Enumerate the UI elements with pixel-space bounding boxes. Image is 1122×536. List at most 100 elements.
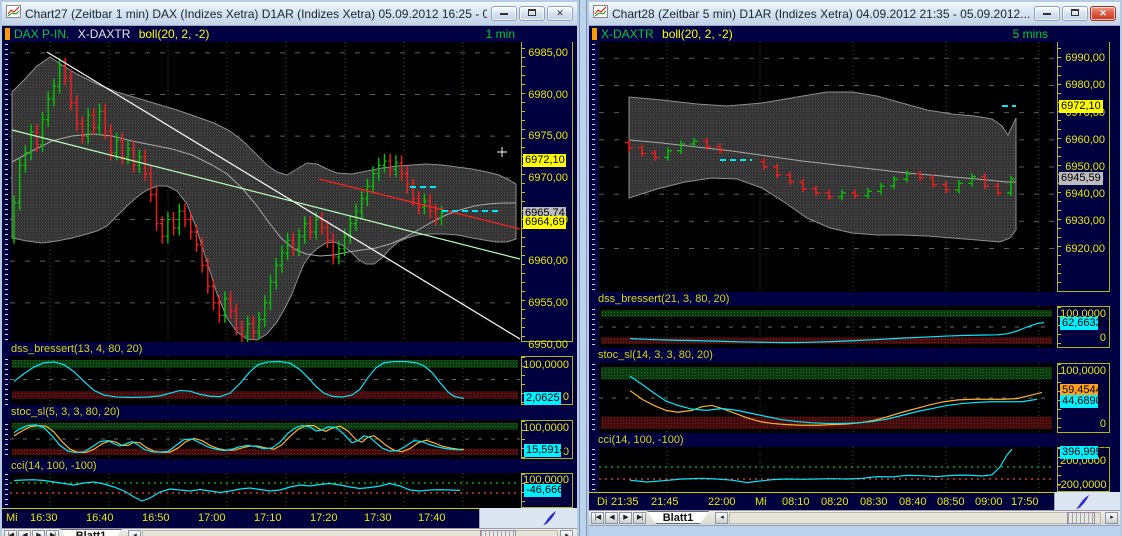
chart-corner [479, 508, 577, 528]
sheet-tab-blatt1[interactable]: Blatt1 [647, 511, 709, 524]
close-button[interactable]: ✕ [1090, 6, 1116, 21]
time-label: Mi [755, 496, 767, 508]
price-tick-label: 6980,00 [1065, 79, 1105, 92]
pane-label-stoc-sl: stoc_sl(14, 3, 3, 80, 20) [589, 348, 1120, 363]
time-label: 09:00 [975, 496, 1003, 508]
sheet-tab-blatt1[interactable]: Blatt1 [60, 529, 122, 536]
maximize-icon [1071, 9, 1079, 16]
minimize-button[interactable] [1034, 6, 1060, 21]
time-axis[interactable]: Di 21:35 21:45 22:00 Mi 08:10 08:20 08:30 08:40 0… [589, 492, 1054, 510]
legend-series1: X-DAXTR [601, 27, 654, 41]
price-scale[interactable] [521, 420, 573, 459]
indicator-value-chip: 62,6633 [1060, 317, 1102, 330]
chart-window-chart28: Chart28 (Zeitbar 5 min) D1AR (Indizes Xe… [586, 0, 1122, 536]
time-label: 16:40 [86, 512, 114, 524]
window-title: Chart28 (Zeitbar 5 min) D1AR (Indizes Xe… [612, 6, 1030, 21]
price-tick-label: 6975,00 [528, 130, 568, 143]
price-marker-yellow: 6972,10 [523, 153, 566, 167]
price-marker-yellow: 6972,10 [1059, 100, 1103, 114]
timeframe-label: 1 min [485, 27, 515, 41]
legend-marker-icon [592, 28, 597, 40]
price-tick-label: 6950,00 [528, 338, 568, 351]
price-tick-label: 6970,00 [528, 171, 568, 184]
timeframe-label: 5 mins [1012, 27, 1048, 41]
indicator-value-chip: 44,6890 [1060, 395, 1102, 408]
chart-legend: X-DAXTR boll(20, 2, -2) 5 mins [589, 26, 1120, 42]
time-label: 16:50 [142, 512, 170, 524]
tab-nav-prev-button[interactable]: ◀ [18, 530, 31, 536]
maximize-button[interactable] [1062, 6, 1088, 21]
tab-nav-next-button[interactable]: ▶ [619, 512, 632, 524]
minimize-icon [500, 13, 508, 15]
legend-indicator: boll(20, 2, -2) [138, 27, 210, 41]
pane-label-cci: cci(14, 100, -100) [2, 459, 577, 473]
price-scale[interactable] [1057, 306, 1110, 348]
time-label: 21:45 [651, 496, 679, 508]
time-label: 08:10 [782, 496, 810, 508]
tab-nav-next-button[interactable]: ▶ [32, 530, 45, 536]
minimize-icon [1043, 13, 1051, 15]
pane-label-stoc-sl: stoc_sl(5, 3, 3, 80, 20) [2, 405, 577, 420]
quill-icon [542, 510, 557, 531]
indicator-scale-bottom-label: 0 [562, 391, 569, 403]
tab-nav-last-button[interactable]: ▶| [633, 512, 646, 524]
sheet-tab-bar: |◀ ◀ ▶ ▶| Blatt1 ◂ ▸ [2, 528, 577, 536]
price-tick-label: 6985,00 [528, 46, 568, 59]
price-tick-label: 6955,00 [528, 296, 568, 309]
time-label: 08:30 [860, 496, 888, 508]
chart-legend: DAX P-IN. X-DAXTR boll(20, 2, -2) 1 min [2, 26, 577, 42]
price-scale[interactable] [1057, 363, 1110, 433]
price-tick-label: 6930,00 [1065, 215, 1105, 228]
time-label: 08:40 [899, 496, 927, 508]
indicator-value-chip: 396,9991 [1060, 446, 1108, 459]
time-label: 17:40 [418, 512, 446, 524]
price-tick-label: 6940,00 [1065, 188, 1105, 201]
titlebar[interactable]: Chart27 (Zeitbar 1 min) DAX (Indizes Xet… [2, 2, 577, 26]
time-label: 08:50 [937, 496, 965, 508]
hscroll-left-button[interactable]: ◂ [715, 512, 728, 524]
tab-nav-last-button[interactable]: ▶| [46, 530, 59, 536]
chart-canvas[interactable] [2, 2, 579, 536]
hscroll-right-button[interactable]: ▸ [1105, 512, 1118, 524]
time-label: 21:35 [611, 496, 639, 508]
time-label: Di [597, 496, 608, 508]
chart-corner [1054, 492, 1120, 510]
legend-series1: DAX P-IN. [14, 27, 70, 41]
maximize-button[interactable] [519, 6, 545, 21]
left-ruler [5, 44, 8, 506]
hscroll-track[interactable] [729, 512, 1101, 524]
left-ruler [592, 44, 595, 491]
hscroll-left-button[interactable]: ◂ [128, 530, 141, 536]
titlebar[interactable]: Chart28 (Zeitbar 5 min) D1AR (Indizes Xe… [589, 2, 1120, 26]
legend-marker-icon [5, 28, 10, 40]
chart-window-icon [6, 4, 21, 23]
time-axis[interactable]: Mi 16:30 16:40 16:50 17:00 17:10 17:20 17:30 17:… [2, 508, 479, 528]
price-tick-label: 6960,00 [528, 255, 568, 268]
time-label: 16:30 [30, 512, 58, 524]
hscroll-thumb[interactable] [480, 530, 516, 536]
indicator-scale-bottom-label: 0 [1099, 418, 1106, 430]
time-label: 22:00 [708, 496, 736, 508]
indicator-scale-top-label: 100,0000 [523, 359, 569, 371]
time-label: Mi [6, 512, 18, 524]
hscroll-thumb[interactable] [1067, 512, 1095, 524]
minimize-button[interactable] [491, 6, 517, 21]
legend-indicator: boll(20, 2, -2) [662, 27, 733, 41]
price-marker-yellow: 6964,69 [523, 215, 566, 229]
indicator-value-chip: 59,4544 [1060, 384, 1102, 397]
close-button[interactable]: ✕ [547, 6, 573, 21]
chart-canvas[interactable] [589, 2, 1122, 536]
tab-nav-first-button[interactable]: |◀ [4, 530, 17, 536]
indicator-scale-top-label: 100,0000 [523, 422, 569, 434]
price-scale[interactable] [521, 473, 573, 508]
window-title: Chart27 (Zeitbar 1 min) DAX (Indizes Xet… [25, 6, 487, 21]
hscroll-track[interactable] [142, 530, 558, 536]
pane-label-dss-bressert: dss_bressert(13, 4, 80, 20) [2, 342, 577, 356]
hscroll-right-button[interactable]: ▸ [560, 530, 573, 536]
pane-label-dss-bressert: dss_bressert(21, 3, 80, 20) [589, 292, 1120, 306]
legend-series2: X-DAXTR [77, 27, 131, 41]
indicator-scale-bottom-label: 0 [1099, 332, 1106, 344]
tab-nav-prev-button[interactable]: ◀ [605, 512, 618, 524]
tab-nav-first-button[interactable]: |◀ [591, 512, 604, 524]
indicator-value-chip: 15,5914 [524, 444, 566, 457]
